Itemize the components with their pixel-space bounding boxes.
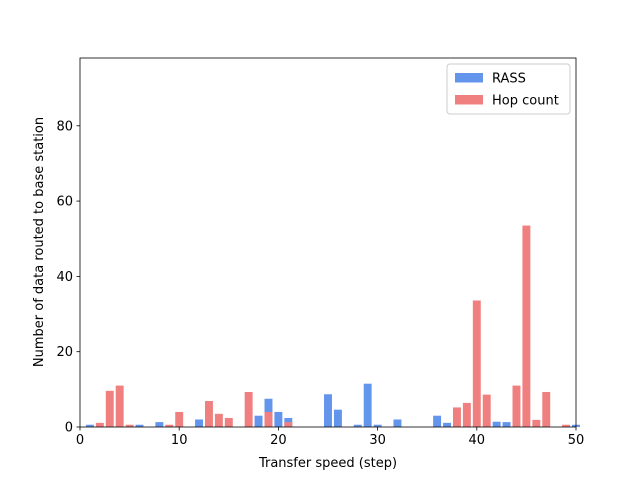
- bar-hop-count: [462, 402, 471, 427]
- bar-rass: [363, 383, 372, 427]
- bar-hop-count: [562, 424, 571, 427]
- bar-rass: [443, 422, 452, 427]
- bar-hop-count: [175, 411, 184, 427]
- bar-rass: [324, 394, 332, 427]
- bar-rass: [373, 424, 382, 427]
- bar-rass: [155, 422, 164, 427]
- bar-hop-count: [472, 300, 481, 427]
- bar-rass: [433, 415, 442, 427]
- legend-label: RASS: [492, 72, 526, 87]
- bar-hop-count: [284, 422, 293, 427]
- bars-layer: [85, 225, 580, 427]
- x-tick-label: 20: [270, 433, 287, 448]
- y-tick-label: 0: [65, 421, 73, 436]
- bar-hop-count: [224, 417, 233, 427]
- legend: RASS Hop count: [446, 63, 571, 115]
- x-axis-label: Transfer speed (step): [258, 456, 397, 471]
- bar-rass: [135, 424, 144, 427]
- bar-rass: [492, 421, 501, 427]
- legend-swatch: [455, 95, 483, 105]
- y-tick-label: 80: [56, 119, 73, 134]
- y-tick-label: 60: [56, 195, 73, 210]
- legend-label: Hop count: [492, 94, 559, 109]
- bar-rass: [85, 424, 94, 427]
- bar-hop-count: [115, 385, 124, 427]
- bar-rass: [274, 411, 283, 427]
- bar-rass: [333, 409, 342, 427]
- x-tick-label: 50: [568, 433, 585, 448]
- plot-frame: [79, 57, 577, 428]
- y-tick-label: 20: [56, 345, 73, 360]
- bar-hop-count: [105, 390, 114, 427]
- x-tick-label: 0: [76, 433, 84, 448]
- bar-hop-count: [522, 225, 531, 427]
- bar-hop-count: [264, 411, 273, 427]
- bar-rass: [195, 419, 204, 427]
- y-tick-label: 40: [56, 270, 73, 285]
- bar-hop-count: [95, 422, 104, 427]
- bar-rass: [502, 422, 511, 427]
- bar-hop-count: [204, 401, 213, 427]
- bar-rass: [254, 415, 263, 427]
- bar-hop-count: [244, 391, 253, 427]
- x-tick-label: 30: [369, 433, 386, 448]
- bar-hop-count: [542, 391, 551, 427]
- bar-rass: [353, 424, 362, 427]
- axes-layer: 0 10 20 30 40 50 0 20 40 60 80: [56, 57, 585, 448]
- bar-hop-count: [482, 394, 491, 427]
- x-tick-label: 10: [171, 433, 188, 448]
- bar-hop-count: [532, 419, 541, 427]
- bar-rass: [393, 419, 402, 427]
- bar-hop-count: [452, 407, 461, 427]
- bar-hop-count: [125, 424, 134, 427]
- bar-hop-count: [512, 385, 521, 427]
- bar-hop-count: [165, 424, 174, 427]
- legend-swatch: [455, 73, 483, 83]
- bar-hop-count: [214, 413, 223, 427]
- x-tick-label: 40: [469, 433, 486, 448]
- y-axis-label: Number of data routed to base station: [32, 117, 47, 367]
